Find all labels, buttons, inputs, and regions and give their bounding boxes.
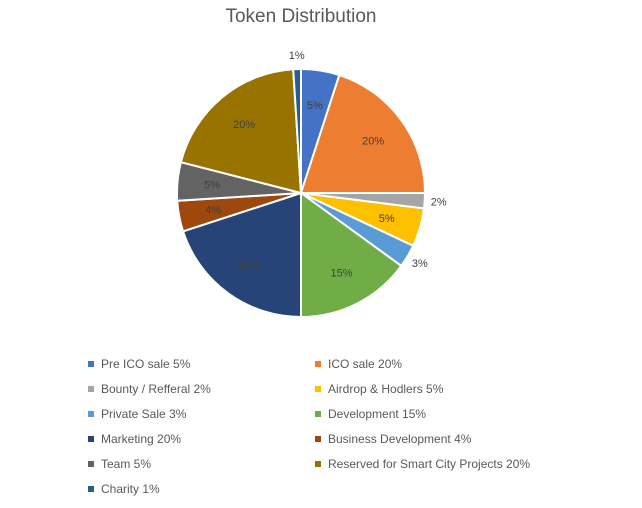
legend-swatch [315, 410, 321, 417]
data-label: 5% [379, 213, 395, 225]
data-label: 2% [431, 197, 447, 209]
pie-slice [299, 73, 427, 194]
pie-slice [300, 191, 403, 319]
legend-item: Development 15% [315, 405, 605, 422]
legend-item: Pre ICO sale 5% [88, 355, 315, 372]
legend-item: Team 5% [88, 455, 315, 472]
legend-item: Charity 1% [88, 480, 315, 497]
legend-item: Marketing 20% [88, 430, 315, 447]
pie-slice [179, 68, 303, 195]
chart-legend: Pre ICO sale 5% ICO sale 20% Bounty / Reff… [88, 355, 608, 497]
legend-label: Pre ICO sale 5% [101, 356, 191, 371]
legend-swatch [88, 360, 94, 367]
legend-label: Private Sale 3% [101, 406, 187, 421]
data-label: 1% [289, 50, 305, 62]
data-label: 5% [307, 100, 323, 112]
legend-swatch [88, 385, 94, 392]
legend-swatch [88, 410, 94, 417]
legend-label: Airdrop & Hodlers 5% [328, 381, 444, 396]
data-label: 20% [237, 260, 259, 272]
data-label: 5% [204, 180, 220, 192]
data-label: 4% [205, 205, 221, 217]
legend-swatch [315, 360, 321, 367]
legend-item: Private Sale 3% [88, 405, 315, 422]
legend-swatch [88, 435, 94, 442]
legend-swatch [315, 435, 321, 442]
legend-item: Reserved for Smart City Projects 20% [315, 455, 605, 472]
legend-item: Airdrop & Hodlers 5% [315, 380, 605, 397]
legend-label: Charity 1% [101, 481, 160, 496]
data-label: 20% [233, 119, 255, 131]
pie-slice [181, 191, 302, 319]
data-label: 20% [362, 136, 384, 148]
legend-item: Bounty / Refferal 2% [88, 380, 315, 397]
legend-swatch [88, 485, 94, 492]
legend-label: Marketing 20% [101, 431, 182, 446]
chart-title: Token Distribution [225, 6, 377, 27]
legend-label: Business Development 4% [328, 431, 472, 446]
legend-item: ICO sale 20% [315, 355, 605, 372]
data-label: 15% [330, 268, 352, 280]
pie-chart: 5% 20% 2% 5% 3% 15% 20% 4% 5% 20% 1% [175, 50, 447, 319]
legend-swatch [88, 460, 94, 467]
legend-label: Bounty / Refferal 2% [101, 381, 211, 396]
legend-label: Reserved for Smart City Projects 20% [328, 456, 531, 471]
legend-label: Team 5% [101, 456, 152, 471]
legend-item: Business Development 4% [315, 430, 605, 447]
legend-swatch [315, 385, 321, 392]
legend-swatch [315, 460, 321, 467]
legend-label: ICO sale 20% [328, 356, 403, 371]
data-label: 3% [412, 258, 428, 270]
pie-slice [292, 67, 302, 194]
legend-label: Development 15% [328, 406, 427, 421]
